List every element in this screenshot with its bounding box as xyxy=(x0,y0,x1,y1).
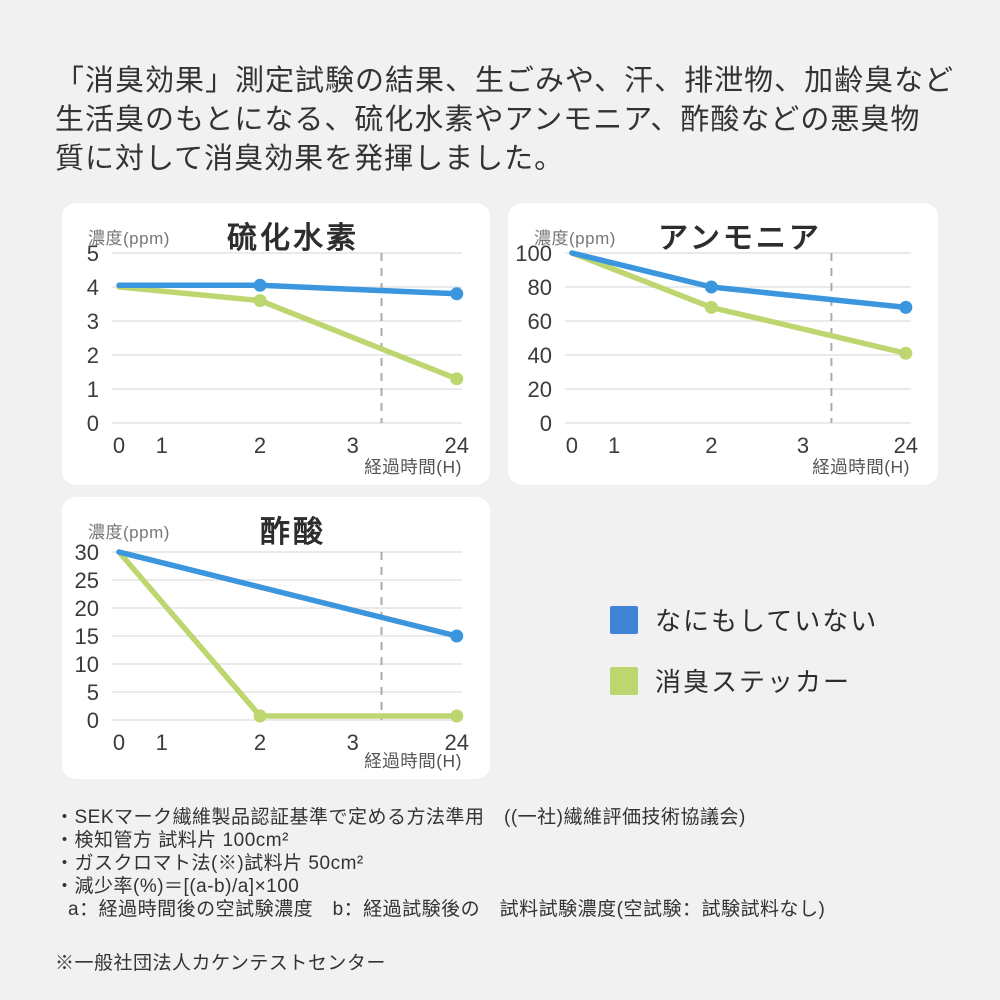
hydrogen-sulfide-plot-area: 5 4 3 2 1 0 0 1 2 3 24 xyxy=(62,203,490,485)
y-tick-label: 10 xyxy=(75,652,99,677)
chart-title-ammonia: アンモニア xyxy=(658,222,822,255)
x-tick-label: 3 xyxy=(347,433,359,458)
x-axis-label: 経過時間(H) xyxy=(364,457,462,477)
y-axis-label: 濃度(ppm) xyxy=(534,229,616,248)
x-axis-label: 経過時間(H) xyxy=(364,751,462,771)
chart-card-ammonia: 100 80 60 40 20 0 0 1 2 3 24 濃度(ppm) アンモニア 経過時間(H) xyxy=(508,203,938,485)
y-tick-label: 1 xyxy=(87,377,99,402)
footnote-gas-chromatography: ・ガスクロマト法(※)試料片 50cm² xyxy=(55,853,364,874)
y-tick-label: 15 xyxy=(75,624,99,649)
y-tick-label: 4 xyxy=(87,275,99,300)
legend-item-untreated: なにもしていない xyxy=(610,601,878,638)
y-tick-label: 3 xyxy=(87,309,99,334)
x-tick-label: 3 xyxy=(797,433,809,458)
x-tick-label: 24 xyxy=(445,433,469,458)
data-point-marker xyxy=(704,280,718,294)
y-axis-label: 濃度(ppm) xyxy=(88,229,170,248)
chart-svg: 100 80 60 40 20 00 1 2 3 24 xyxy=(515,241,918,458)
chart-title-acetic-acid: 酢酸 xyxy=(260,516,326,549)
y-tick-label: 5 xyxy=(87,241,99,266)
y-tick-label: 0 xyxy=(87,411,99,436)
legend-swatch-blue xyxy=(610,605,638,634)
y-tick-label: 60 xyxy=(528,309,552,334)
data-point-marker xyxy=(253,294,267,308)
y-axis-label: 濃度(ppm) xyxy=(88,523,170,542)
footnote-ab-definition: a：経過時間後の空試験濃度 b：経過試験後の 試料試験濃度(空試験：試験試料なし… xyxy=(68,899,826,920)
data-point-marker xyxy=(899,300,913,314)
data-point-marker xyxy=(450,629,464,643)
y-tick-label: 2 xyxy=(87,343,99,368)
y-tick-label: 100 xyxy=(515,241,552,266)
data-point-marker xyxy=(704,300,718,314)
y-tick-label: 25 xyxy=(75,568,99,593)
x-tick-label: 2 xyxy=(254,433,266,458)
x-tick-label: 3 xyxy=(347,730,359,755)
x-tick-label: 2 xyxy=(705,433,717,458)
x-tick-label: 24 xyxy=(894,433,918,458)
y-tick-label: 20 xyxy=(75,596,99,621)
chart-svg: 5 4 3 2 1 00 1 2 3 24 xyxy=(87,241,469,458)
x-tick-label: 0 xyxy=(113,730,125,755)
y-tick-label: 30 xyxy=(75,540,99,565)
footnote-detector-tube: ・検知管方 試料片 100cm² xyxy=(55,830,289,851)
footnotes: ・SEKマーク繊維製品認証基準で定める方法準用 ((一社)繊維評価技術協議会) … xyxy=(55,806,965,975)
x-tick-label: 1 xyxy=(156,433,168,458)
data-point-marker xyxy=(253,278,267,292)
series-line-blue xyxy=(116,549,460,639)
footnote-test-center: ※一般社団法人カケンテストセンター xyxy=(55,953,386,974)
footnote-reduction-rate: ・減少率(%)＝[(a-b)/a]×100 xyxy=(55,876,300,897)
footnote-sek: ・SEKマーク繊維製品認証基準で定める方法準用 ((一社)繊維評価技術協議会) xyxy=(55,807,746,828)
x-axis-label: 経過時間(H) xyxy=(812,457,910,477)
x-tick-label: 1 xyxy=(608,433,620,458)
y-tick-label: 5 xyxy=(87,680,99,705)
y-tick-label: 40 xyxy=(528,343,552,368)
data-point-marker xyxy=(450,372,464,386)
x-tick-label: 2 xyxy=(254,730,266,755)
x-tick-label: 0 xyxy=(113,433,125,458)
y-tick-label: 20 xyxy=(528,377,552,402)
chart-title-hydrogen-sulfide: 硫化水素 xyxy=(227,222,359,255)
series-line-blue xyxy=(569,250,909,311)
series-line-green xyxy=(116,284,460,382)
acetic-acid-plot-area: 30 25 20 15 10 5 0 0 1 2 3 24 xyxy=(62,497,490,779)
legend-item-deodorant-sticker: 消臭ステッカー xyxy=(610,662,878,699)
chart-card-hydrogen-sulfide: 5 4 3 2 1 0 0 1 2 3 24 濃度(ppm) 硫化水素 経過時間(H) xyxy=(62,203,490,485)
ammonia-plot-area: 100 80 60 40 20 0 0 1 2 3 24 xyxy=(508,203,938,485)
legend: なにもしていない 消臭ステッカー xyxy=(610,601,878,723)
x-tick-label: 0 xyxy=(566,433,578,458)
y-tick-label: 0 xyxy=(87,708,99,733)
y-tick-label: 0 xyxy=(540,411,552,436)
data-point-marker xyxy=(899,346,913,360)
data-point-marker xyxy=(253,709,267,723)
y-tick-label: 80 xyxy=(528,275,552,300)
x-tick-label: 1 xyxy=(156,730,168,755)
data-point-marker xyxy=(450,287,464,301)
intro-line-3: 質に対して消臭効果を発揮しました。 xyxy=(55,143,565,175)
intro-text: 「消臭効果」測定試験の結果、生ごみや、汗、排泄物、加齢臭など 生活臭のもとになる、… xyxy=(55,62,965,179)
legend-swatch-green xyxy=(610,666,638,695)
data-point-marker xyxy=(450,709,464,723)
x-tick-label: 24 xyxy=(445,730,469,755)
intro-line-2: 生活臭のもとになる、硫化水素やアンモニア、酢酸などの悪臭物 xyxy=(55,104,921,136)
intro-line-1: 「消臭効果」測定試験の結果、生ごみや、汗、排泄物、加齢臭など xyxy=(55,65,955,97)
legend-label-untreated: なにもしていない xyxy=(655,606,879,636)
chart-card-acetic-acid: 30 25 20 15 10 5 0 0 1 2 3 24 濃度(ppm) 酢酸 経過時間(H) xyxy=(62,497,490,779)
legend-label-deodorant-sticker: 消臭ステッカー xyxy=(655,667,852,697)
